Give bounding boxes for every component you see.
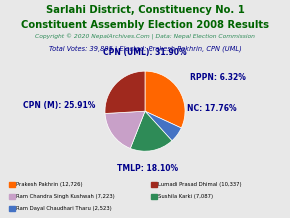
Text: RPPN: 6.32%: RPPN: 6.32% [190,73,246,82]
Wedge shape [105,71,145,114]
Text: Ram Dayal Chaudhari Tharu (2,523): Ram Dayal Chaudhari Tharu (2,523) [16,206,112,211]
Wedge shape [105,111,145,148]
Wedge shape [145,71,185,128]
Text: Sushila Karki (7,087): Sushila Karki (7,087) [158,194,213,199]
Wedge shape [145,111,181,141]
Text: TMLP: 18.10%: TMLP: 18.10% [117,164,178,173]
Text: NC: 17.76%: NC: 17.76% [187,104,237,113]
Text: Copyright © 2020 NepalArchives.Com | Data: Nepal Election Commission: Copyright © 2020 NepalArchives.Com | Dat… [35,34,255,40]
Text: Total Votes: 39,895 | Elected: Prakesh Pakhrin, CPN (UML): Total Votes: 39,895 | Elected: Prakesh P… [49,46,241,53]
Text: Ram Chandra Singh Kushwah (7,223): Ram Chandra Singh Kushwah (7,223) [16,194,115,199]
Text: Prakesh Pakhrin (12,726): Prakesh Pakhrin (12,726) [16,182,83,187]
Text: Sarlahi District, Constituency No. 1: Sarlahi District, Constituency No. 1 [46,5,244,15]
Text: CPN (M): 25.91%: CPN (M): 25.91% [23,101,96,110]
Wedge shape [130,111,172,151]
Text: Constituent Assembly Election 2008 Results: Constituent Assembly Election 2008 Resul… [21,20,269,30]
Text: CPN (UML): 31.90%: CPN (UML): 31.90% [103,48,187,57]
Text: Lumadi Prasad Dhimal (10,337): Lumadi Prasad Dhimal (10,337) [158,182,242,187]
